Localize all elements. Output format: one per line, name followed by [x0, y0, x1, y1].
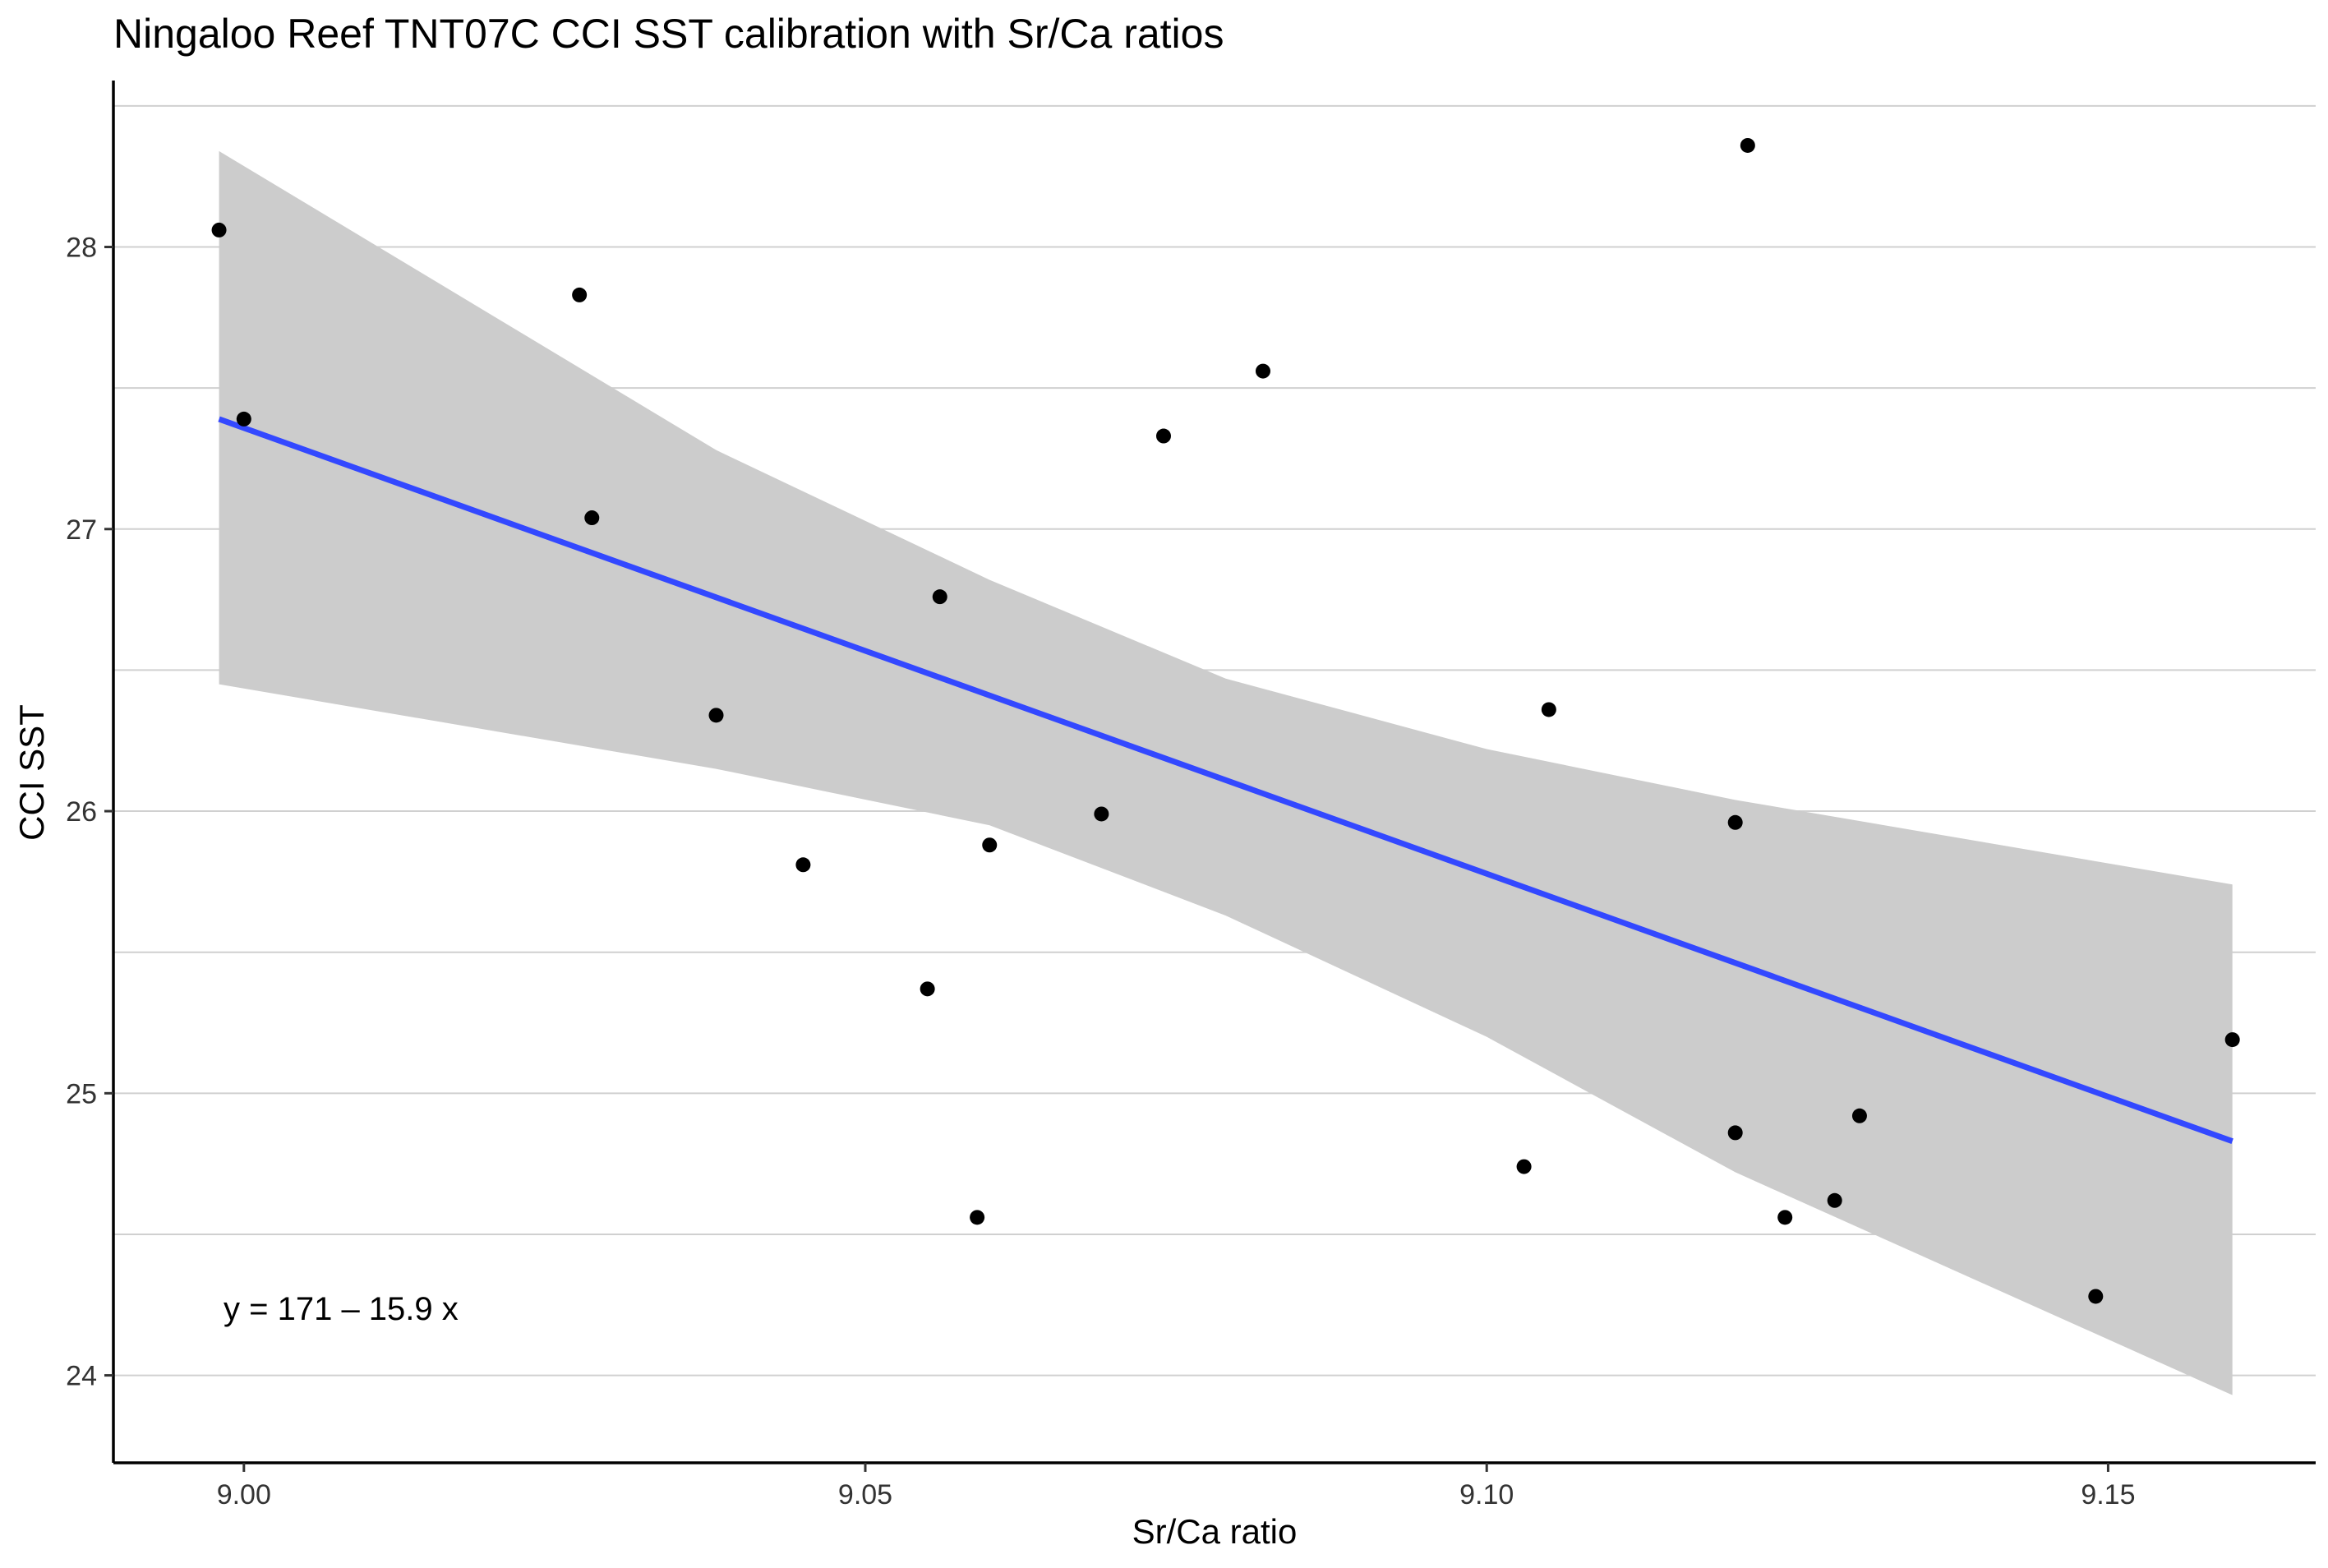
data-point — [1094, 806, 1109, 822]
data-point — [1541, 702, 1556, 717]
data-point — [1851, 1108, 1867, 1123]
data-point — [1777, 1210, 1793, 1225]
regression-equation: y = 171 – 15.9 x — [224, 1291, 459, 1327]
data-point — [970, 1210, 985, 1225]
y-axis-title: CCI SST — [12, 704, 51, 841]
y-tick-label: 24 — [66, 1361, 97, 1392]
x-tick-label: 9.10 — [1459, 1479, 1514, 1510]
data-point — [1827, 1192, 1842, 1208]
regression-line — [218, 416, 2233, 1144]
x-tick-label: 9.15 — [2081, 1479, 2135, 1510]
confidence-ribbon-group — [219, 150, 2233, 1395]
x-axis-title: Sr/Ca ratio — [1132, 1512, 1298, 1551]
y-axis-ticks: 24 25 26 27 28 — [66, 233, 113, 1392]
data-point — [211, 222, 227, 238]
data-point — [2224, 1032, 2240, 1048]
chart-title: Ningaloo Reef TNT07C CCI SST calibration… — [113, 11, 1224, 57]
data-point — [932, 589, 947, 605]
x-axis-ticks: 9.00 9.05 9.10 9.15 — [217, 1463, 2136, 1510]
data-point — [708, 708, 724, 723]
data-point — [572, 287, 588, 302]
data-point — [2088, 1289, 2104, 1304]
y-tick-label: 25 — [66, 1078, 97, 1109]
confidence-ribbon — [219, 150, 2233, 1395]
data-point — [1255, 363, 1270, 379]
data-point — [982, 837, 998, 853]
data-point — [1740, 137, 1755, 153]
data-point — [795, 857, 811, 873]
y-tick-label: 26 — [66, 796, 97, 828]
data-points — [211, 137, 2240, 1304]
data-point — [1727, 1125, 1743, 1141]
x-tick-label: 9.00 — [217, 1479, 271, 1510]
data-point — [1516, 1159, 1532, 1174]
y-tick-label: 28 — [66, 233, 97, 264]
data-point — [584, 510, 600, 526]
regression-line-group — [218, 416, 2233, 1144]
y-tick-label: 27 — [66, 514, 97, 546]
data-point — [1727, 814, 1743, 830]
x-tick-label: 9.05 — [838, 1479, 892, 1510]
data-point — [920, 981, 935, 997]
data-point — [1155, 428, 1171, 444]
data-point — [236, 411, 251, 427]
